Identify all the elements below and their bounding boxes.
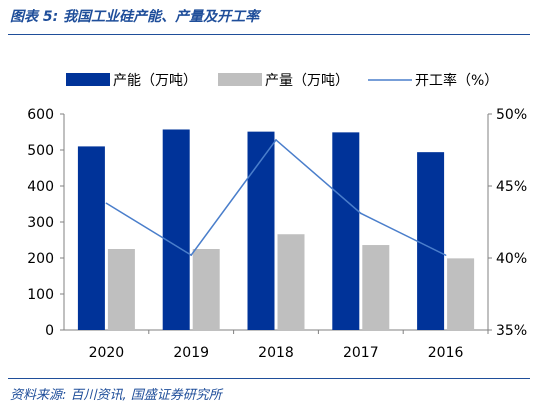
bar-capacity [417, 152, 445, 330]
utilization-line-group [105, 138, 447, 257]
title-rule [8, 34, 530, 35]
left-tick-label: 0 [45, 323, 54, 339]
legend-label-capacity: 产能（万吨） [113, 73, 197, 89]
left-tick-label: 300 [27, 215, 54, 231]
left-tick-label: 200 [27, 251, 54, 267]
right-tick-label: 45% [496, 179, 527, 195]
x-tick-label: 2016 [428, 345, 464, 361]
x-tick-label: 2019 [173, 345, 209, 361]
bar-capacity [162, 129, 190, 330]
utilization-point [275, 139, 277, 141]
bar-production [107, 249, 135, 330]
source-note: 资料来源: 百川资讯, 国盛证券研究所 [10, 388, 222, 403]
left-tick-label: 500 [27, 143, 54, 159]
bar-capacity [77, 146, 105, 330]
x-tick-label: 2018 [258, 345, 294, 361]
legend-swatch-production [218, 73, 262, 86]
legend-label-production: 产量（万吨） [265, 73, 349, 89]
left-tick-label: 400 [27, 179, 54, 195]
utilization-point [190, 254, 192, 256]
legend-swatch-capacity [66, 73, 110, 86]
legend-label-utilization: 开工率（%） [415, 72, 498, 89]
right-tick-label: 35% [496, 323, 527, 339]
utilization-line [106, 138, 446, 257]
right-tick-label: 50% [496, 107, 527, 123]
bar-capacity [332, 132, 360, 330]
bar-production [362, 245, 390, 330]
x-tick-label: 2020 [89, 345, 125, 361]
bar-production [277, 234, 305, 330]
utilization-point [105, 202, 108, 205]
left-tick-label: 100 [27, 287, 54, 303]
source-rule [8, 378, 530, 379]
bars [77, 129, 475, 330]
x-tick-label: 2017 [343, 345, 379, 361]
figure-title: 图表 5: 我国工业硅产能、产量及开工率 [10, 9, 260, 25]
utilization-point [360, 212, 362, 215]
legend: 产能（万吨） 产量（万吨） 开工率（%） [66, 72, 498, 89]
bar-production [447, 258, 475, 330]
right-tick-label: 40% [496, 251, 527, 267]
utilization-point [444, 254, 447, 256]
left-tick-label: 600 [27, 107, 54, 123]
bar-production [192, 249, 220, 330]
bar-capacity [247, 131, 275, 330]
